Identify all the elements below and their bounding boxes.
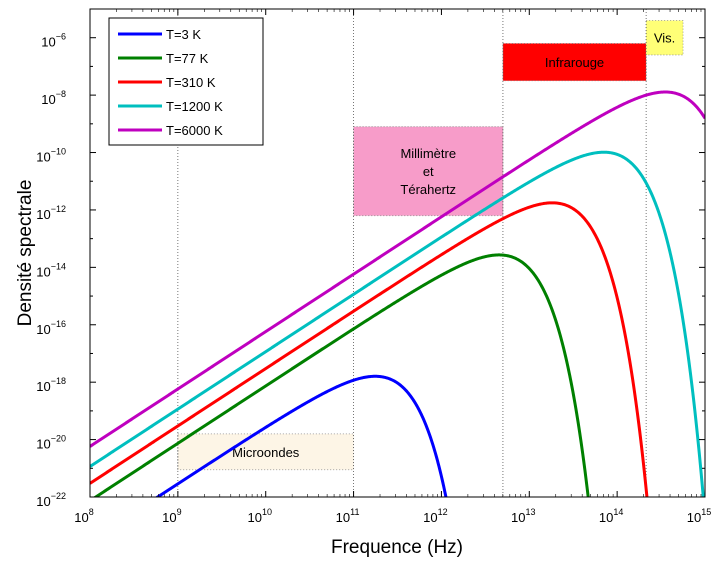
band-label: Microondes — [232, 445, 300, 460]
y-tick-label: 10−8 — [41, 89, 66, 107]
series-curves — [90, 90, 705, 497]
legend-label: T=77 K — [166, 51, 209, 66]
series-line-3k — [154, 374, 448, 497]
plot-frame — [89, 8, 706, 498]
y-tick-label: 10−12 — [36, 204, 66, 222]
band-label: et — [423, 164, 434, 179]
x-tick-label: 108 — [74, 507, 93, 525]
y-tick-label: 10−14 — [36, 261, 66, 279]
x-tick-label: 109 — [162, 507, 181, 525]
series-line-1200k — [90, 150, 705, 497]
x-tick-label: 1012 — [423, 507, 447, 525]
y-tick-label: 10−10 — [36, 147, 66, 165]
series-line-6000k — [90, 90, 705, 448]
y-tick-label: 10−16 — [36, 319, 66, 337]
y-axis-title: Densité spectrale — [15, 180, 36, 327]
band-box — [645, 20, 684, 56]
y-tick-label: 10−20 — [36, 434, 66, 452]
x-axis-title: Frequence (Hz) — [331, 537, 463, 558]
legend-label: T=3 K — [166, 27, 201, 42]
x-tick-label: 1011 — [336, 507, 360, 525]
x-tick-labels: 108 109 1010 1011 1012 1013 1014 1015 — [74, 507, 711, 525]
legend-label: T=1200 K — [166, 99, 223, 114]
x-tick-label: 1010 — [247, 507, 271, 525]
band-label: Millimètre — [400, 146, 456, 161]
band-0: Microondes — [177, 433, 354, 471]
curves-clip — [90, 90, 705, 497]
y-tick-label: 10−6 — [41, 32, 66, 50]
band-1: Millimètre et Térahertz — [353, 126, 504, 217]
legend-label: T=6000 K — [166, 123, 223, 138]
x-tick-label: 1015 — [687, 507, 711, 525]
band-label: Infrarouge — [545, 55, 604, 70]
series-line-77k — [92, 253, 590, 497]
x-tick-label: 1013 — [511, 507, 535, 525]
band-box — [353, 126, 504, 217]
band-label: Vis. — [654, 31, 675, 46]
band-box — [502, 43, 647, 82]
legend: T=3 K T=77 K T=310 K T=1200 K T=6000 K — [108, 17, 264, 146]
band-2: Infrarouge — [502, 43, 647, 82]
axis-ticks — [89, 8, 706, 498]
legend-label: T=310 K — [166, 75, 216, 90]
y-tick-label: 10−18 — [36, 376, 66, 394]
band-3: Vis. — [645, 20, 684, 56]
series-line-310k — [90, 201, 649, 497]
y-tick-label: 10−22 — [36, 491, 66, 509]
x-tick-label: 1014 — [599, 507, 623, 525]
spectral-bands: Microondes Millimètre et Térahertz Infraroug… — [177, 20, 684, 471]
y-tick-labels: 10−22 10−20 10−18 10−16 10−14 10−12 10−10 10−8 1… — [36, 32, 66, 509]
band-label: Térahertz — [400, 182, 456, 197]
